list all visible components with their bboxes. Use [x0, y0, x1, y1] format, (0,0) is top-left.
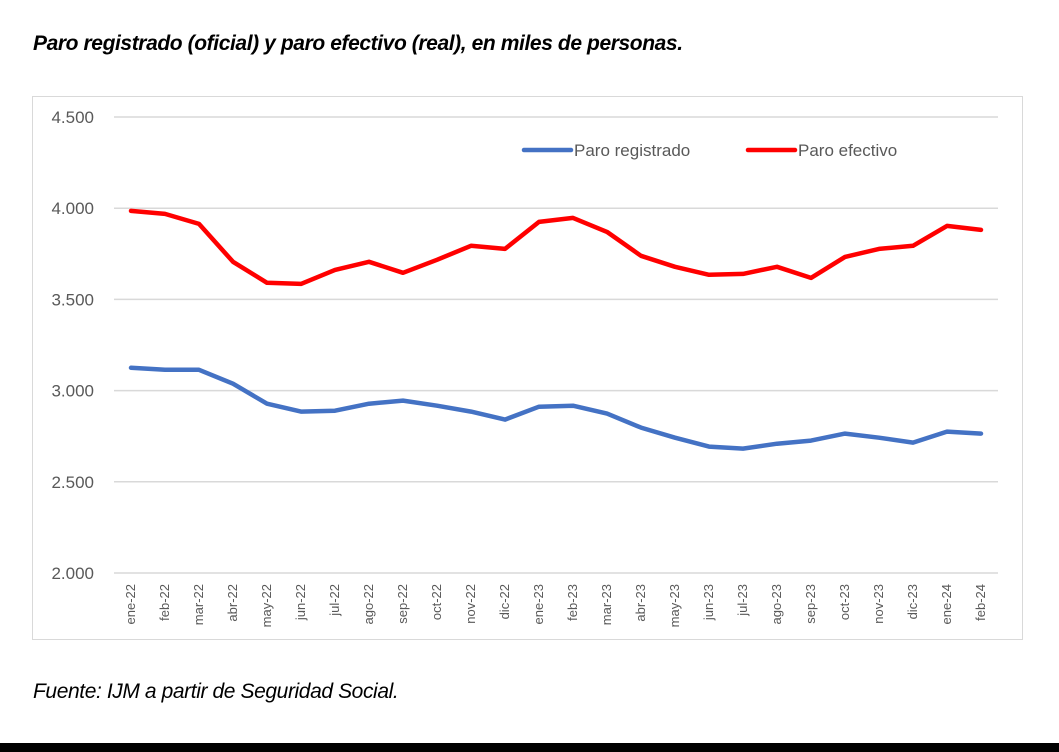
x-tick-label: sep-23 — [803, 584, 818, 624]
legend-label: Paro efectivo — [798, 141, 897, 160]
x-tick-label: jul-22 — [327, 584, 342, 617]
chart-title: Paro registrado (oficial) y paro efectiv… — [33, 32, 683, 55]
x-tick-label: feb-23 — [565, 584, 580, 621]
series-line-paro-efectivo — [128, 208, 984, 287]
x-tick-label: feb-24 — [973, 584, 988, 621]
x-tick-label: dic-22 — [497, 584, 512, 619]
series-lines — [128, 208, 984, 451]
x-tick-label: feb-22 — [157, 584, 172, 621]
x-tick-label: mar-22 — [191, 584, 206, 625]
x-tick-label: may-23 — [667, 584, 682, 627]
y-tick-label: 2.500 — [51, 473, 94, 492]
y-tick-label: 3.000 — [51, 382, 94, 401]
x-tick-label: dic-23 — [905, 584, 920, 619]
bottom-bar — [0, 743, 1059, 752]
x-tick-label: ago-22 — [361, 584, 376, 624]
x-axis-labels: ene-22 feb-22 mar-22 abr-22 may-22 jun-22 jul-… — [123, 584, 988, 627]
x-tick-label: abr-22 — [225, 584, 240, 622]
x-tick-label: oct-22 — [429, 584, 444, 620]
x-tick-label: nov-22 — [463, 584, 478, 624]
legend-item: Paro efectivo — [745, 141, 897, 160]
y-axis-labels: 2.000 2.500 3.000 3.500 4.000 4.500 — [51, 108, 94, 583]
legend-label: Paro registrado — [574, 141, 690, 160]
y-tick-label: 4.500 — [51, 108, 94, 127]
legend-item: Paro registrado — [521, 141, 690, 160]
legend: Paro registrado Paro efectivo — [521, 141, 897, 160]
y-tick-label: 4.000 — [51, 199, 94, 218]
y-tick-label: 2.000 — [51, 564, 94, 583]
x-tick-label: ene-23 — [531, 584, 546, 624]
series-line-paro-registrado — [128, 365, 984, 451]
gridlines — [114, 116, 998, 574]
x-tick-label: sep-22 — [395, 584, 410, 624]
x-tick-label: jun-22 — [293, 584, 308, 621]
x-tick-label: oct-23 — [837, 584, 852, 620]
x-tick-label: ene-24 — [939, 584, 954, 624]
x-tick-label: nov-23 — [871, 584, 886, 624]
x-tick-label: mar-23 — [599, 584, 614, 625]
x-tick-label: ago-23 — [769, 584, 784, 624]
x-tick-label: ene-22 — [123, 584, 138, 624]
source-note: Fuente: IJM a partir de Seguridad Social… — [33, 680, 399, 703]
y-tick-label: 3.500 — [51, 290, 94, 309]
x-tick-label: abr-23 — [633, 584, 648, 622]
x-tick-label: jul-23 — [735, 584, 750, 617]
x-tick-label: may-22 — [259, 584, 274, 627]
x-tick-label: jun-23 — [701, 584, 716, 621]
